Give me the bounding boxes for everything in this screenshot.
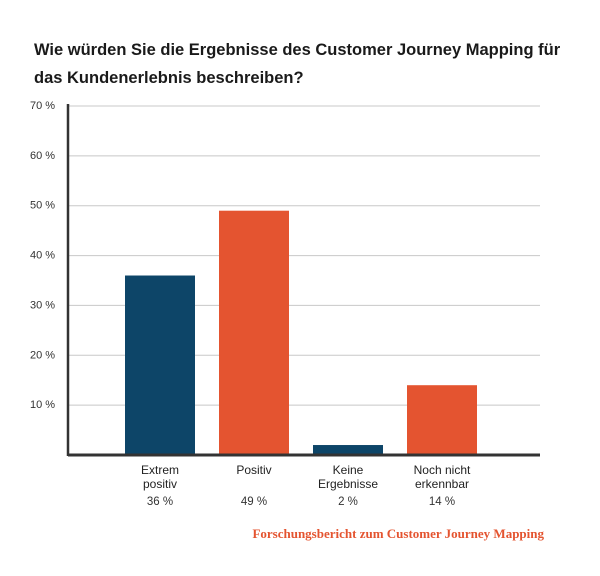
x-category-label: Extrem positiv — [141, 463, 179, 491]
bar — [125, 275, 195, 455]
y-tick-label: 30 % — [30, 299, 55, 311]
source-credit: Forschungsbericht zum Customer Journey M… — [252, 526, 544, 541]
y-tick-label: 40 % — [30, 250, 55, 262]
bar — [219, 210, 289, 455]
bar — [313, 445, 383, 455]
value-label: 2 % — [338, 496, 358, 508]
value-label: 36 % — [147, 496, 173, 508]
y-tick-label: 20 % — [30, 349, 55, 361]
y-tick-label: 60 % — [30, 150, 55, 162]
x-category-label: Noch nicht erkennbar — [414, 463, 471, 491]
chart-title: Wie würden Sie die Ergebnisse des Custom… — [34, 41, 561, 87]
x-category-label: Positiv — [236, 463, 271, 477]
value-label: 49 % — [241, 496, 267, 508]
x-category-label: Keine Ergebnisse — [318, 463, 378, 491]
y-tick-label: 10 % — [30, 399, 55, 411]
y-tick-label: 70 % — [30, 100, 55, 112]
bar — [407, 385, 477, 455]
value-label: 14 % — [429, 496, 455, 508]
y-tick-label: 50 % — [30, 200, 55, 212]
